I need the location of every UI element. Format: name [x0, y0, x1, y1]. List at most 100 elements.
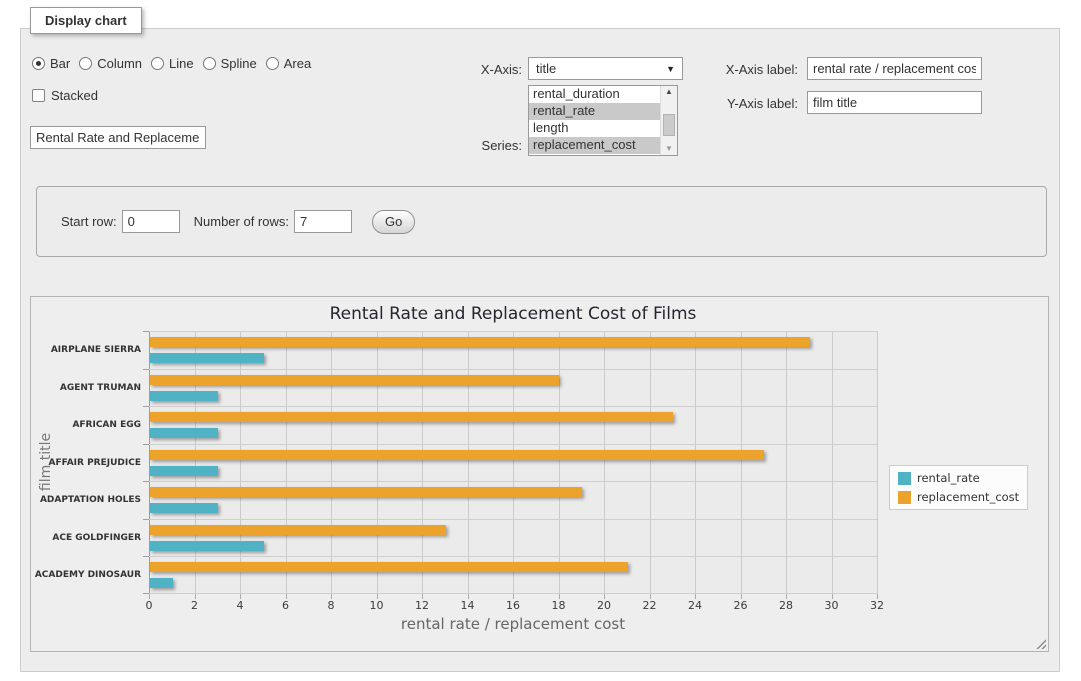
- bar-rental_rate[interactable]: [150, 391, 218, 401]
- fieldset-legend: Display chart: [30, 7, 142, 34]
- legend-swatch-replacement_cost: [898, 491, 911, 504]
- bar-rental_rate[interactable]: [150, 466, 218, 476]
- x-tick-label: 2: [191, 599, 198, 612]
- radio-column[interactable]: [79, 57, 92, 70]
- x-tick-label: 32: [870, 599, 884, 612]
- bar-rental_rate[interactable]: [150, 428, 218, 438]
- scrollbar-thumb[interactable]: [663, 114, 675, 136]
- radio-line[interactable]: [151, 57, 164, 70]
- bar-replacement_cost[interactable]: [150, 525, 446, 535]
- radio-area[interactable]: [266, 57, 279, 70]
- v-gridline: [377, 331, 378, 594]
- chart-legend: rental_rate replacement_cost: [889, 465, 1028, 510]
- radio-spline[interactable]: [203, 57, 216, 70]
- x-tick-label: 10: [370, 599, 384, 612]
- y-axis-line: [149, 331, 150, 594]
- bar-replacement_cost[interactable]: [150, 375, 559, 385]
- number-of-rows-label: Number of rows:: [194, 214, 289, 229]
- radio-item-area[interactable]: Area: [266, 56, 311, 71]
- x-tick-label: 14: [461, 599, 475, 612]
- v-gridline: [331, 331, 332, 594]
- chart-title-input[interactable]: [30, 126, 206, 149]
- h-gridline: [149, 481, 877, 482]
- y-tick-mark: [143, 519, 149, 520]
- v-gridline: [468, 331, 469, 594]
- v-gridline: [286, 331, 287, 594]
- chart-title: Rental Rate and Replacement Cost of Film…: [149, 304, 877, 324]
- legend-label-rental_rate: rental_rate: [917, 471, 980, 485]
- start-row-label: Start row:: [61, 214, 117, 229]
- category-label: AFRICAN EGG: [31, 419, 141, 431]
- series-option-rental_rate[interactable]: rental_rate: [529, 103, 660, 120]
- bar-rental_rate[interactable]: [150, 353, 264, 363]
- y-tick-mark: [143, 331, 149, 332]
- category-label: AGENT TRUMAN: [31, 382, 141, 394]
- row-controls-panel: Start row: Number of rows: Go: [36, 186, 1047, 257]
- y-tick-mark: [143, 593, 149, 594]
- x-tick-labels: 02468101214161820222426283032: [149, 599, 877, 613]
- start-row-input[interactable]: [122, 210, 180, 233]
- x-axis-select[interactable]: title ▼: [528, 57, 683, 80]
- x-tick-label: 6: [282, 599, 289, 612]
- bar-replacement_cost[interactable]: [150, 412, 673, 422]
- scroll-up-icon[interactable]: ▲: [661, 86, 677, 98]
- x-tick-label: 26: [734, 599, 748, 612]
- radio-item-line[interactable]: Line: [151, 56, 194, 71]
- v-gridline: [195, 331, 196, 594]
- y-axis-label-label: Y-Axis label:: [696, 96, 798, 111]
- resize-grip[interactable]: [1034, 637, 1046, 649]
- go-button[interactable]: Go: [372, 210, 415, 234]
- v-gridline: [786, 331, 787, 594]
- legend-item-replacement_cost[interactable]: replacement_cost: [898, 490, 1019, 504]
- v-gridline: [695, 331, 696, 594]
- x-axis-select-label: X-Axis:: [426, 62, 522, 77]
- bar-rental_rate[interactable]: [150, 503, 218, 513]
- bar-rental_rate[interactable]: [150, 578, 173, 588]
- y-tick-mark: [143, 481, 149, 482]
- series-listbox[interactable]: rental_durationrental_ratelengthreplacem…: [528, 85, 678, 156]
- legend-swatch-rental_rate: [898, 472, 911, 485]
- category-label: AIRPLANE SIERRA: [31, 344, 141, 356]
- v-gridline: [650, 331, 651, 594]
- h-gridline: [149, 406, 877, 407]
- series-scrollbar[interactable]: ▲ ▼: [660, 86, 677, 155]
- h-gridline: [149, 331, 877, 332]
- scroll-down-icon[interactable]: ▼: [661, 143, 677, 155]
- y-axis-label-input[interactable]: [807, 91, 982, 114]
- x-tick-label: 22: [643, 599, 657, 612]
- bar-replacement_cost[interactable]: [150, 487, 582, 497]
- radio-item-column[interactable]: Column: [79, 56, 142, 71]
- radio-label-spline: Spline: [221, 56, 257, 71]
- h-gridline: [149, 444, 877, 445]
- v-gridline: [832, 331, 833, 594]
- stacked-checkbox[interactable]: [32, 89, 45, 102]
- radio-bar[interactable]: [32, 57, 45, 70]
- radio-item-bar[interactable]: Bar: [32, 56, 70, 71]
- chevron-down-icon: ▼: [666, 64, 675, 74]
- x-axis-label-input[interactable]: [807, 57, 982, 80]
- v-gridline: [877, 331, 878, 594]
- y-tick-mark: [143, 556, 149, 557]
- series-option-rental_duration[interactable]: rental_duration: [529, 86, 660, 103]
- series-options: rental_durationrental_ratelengthreplacem…: [529, 86, 660, 155]
- category-label: ADAPTATION HOLES: [31, 494, 141, 506]
- legend-item-rental_rate[interactable]: rental_rate: [898, 471, 1019, 485]
- chart-type-radio-group: Bar Column Line Spline Area: [32, 56, 311, 71]
- series-label: Series:: [426, 138, 522, 153]
- y-tick-mark: [143, 406, 149, 407]
- stacked-checkbox-row[interactable]: Stacked: [32, 88, 98, 103]
- x-tick-label: 8: [328, 599, 335, 612]
- radio-item-spline[interactable]: Spline: [203, 56, 257, 71]
- bar-replacement_cost[interactable]: [150, 562, 628, 572]
- x-tick-label: 30: [825, 599, 839, 612]
- bar-replacement_cost[interactable]: [150, 450, 764, 460]
- h-gridline: [149, 556, 877, 557]
- scrollbar-track[interactable]: [661, 98, 677, 143]
- series-option-length[interactable]: length: [529, 120, 660, 137]
- series-option-replacement_cost[interactable]: replacement_cost: [529, 137, 660, 154]
- bar-replacement_cost[interactable]: [150, 337, 810, 347]
- x-tick-label: 18: [552, 599, 566, 612]
- bar-rental_rate[interactable]: [150, 541, 264, 551]
- number-of-rows-input[interactable]: [294, 210, 352, 233]
- h-gridline: [149, 369, 877, 370]
